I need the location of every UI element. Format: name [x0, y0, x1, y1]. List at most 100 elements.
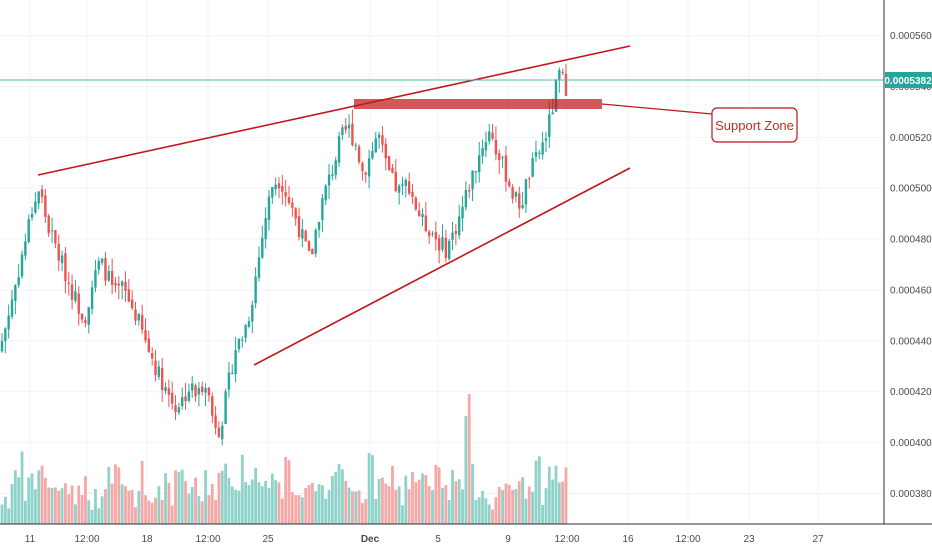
candle-body	[137, 313, 141, 321]
chart-grid	[0, 0, 884, 524]
candle-body	[521, 204, 524, 208]
volume-bar	[167, 482, 171, 524]
volume-bar	[17, 477, 21, 524]
candle-body	[127, 289, 131, 302]
candle-body	[367, 158, 371, 177]
candle-body	[191, 383, 194, 391]
candle-body	[391, 167, 394, 173]
volume-bar	[337, 464, 341, 524]
candle-body	[197, 388, 201, 395]
x-tick-label: 23	[743, 534, 755, 545]
volume-bar	[277, 482, 281, 524]
candle-body	[518, 193, 521, 209]
candle-body	[134, 309, 137, 321]
candle-body	[434, 232, 438, 240]
candle-body	[177, 407, 181, 413]
candle-body	[144, 330, 147, 341]
volume-bar	[64, 483, 67, 524]
candle-body	[564, 73, 568, 96]
candle-body	[84, 320, 87, 324]
candle-body	[544, 138, 548, 141]
candle-body	[254, 276, 257, 304]
candle-body	[558, 70, 561, 80]
candle-body	[147, 338, 151, 352]
candle-body	[301, 229, 304, 239]
candle-body	[331, 174, 334, 177]
volume-bar	[341, 469, 344, 524]
volume-bar	[240, 454, 244, 524]
volume-bar	[394, 489, 398, 524]
candle-body	[361, 162, 364, 172]
candle-body	[287, 197, 291, 203]
volume-bar	[454, 481, 458, 524]
support-zone-callout[interactable]	[711, 107, 798, 143]
candle-body	[327, 174, 331, 186]
volume-bar	[190, 487, 194, 524]
candle-body	[488, 131, 491, 142]
upper-trendline[interactable]	[37, 45, 631, 176]
candle-body	[528, 178, 531, 180]
candle-body	[424, 215, 428, 232]
candle-body	[478, 155, 481, 173]
candle-body	[404, 179, 408, 186]
volume-bar	[447, 499, 451, 524]
volume-bar	[551, 479, 555, 524]
volume-bar	[10, 484, 14, 524]
candle-body	[100, 258, 104, 263]
candle-body	[47, 215, 50, 234]
volume-bar	[507, 484, 511, 524]
support-zone-rect[interactable]	[354, 99, 602, 109]
candle-body	[304, 231, 307, 242]
volume-bar	[260, 486, 264, 524]
volume-bar	[127, 490, 131, 524]
volume-bar	[170, 505, 174, 524]
candle-body	[274, 184, 277, 190]
volume-bar	[257, 482, 261, 524]
lower-trendline[interactable]	[253, 167, 631, 366]
candle-body	[167, 388, 171, 395]
candle-body	[224, 391, 227, 425]
candle-body	[461, 206, 464, 219]
volume-bar	[327, 489, 331, 524]
candle-body	[321, 198, 324, 221]
volume-bar	[290, 492, 294, 524]
volume-bar	[214, 500, 217, 524]
x-tick-label: 27	[812, 534, 824, 545]
y-tick-label: 0.0003800	[890, 489, 932, 500]
candle-body	[247, 321, 251, 327]
volume-bar	[210, 483, 214, 524]
volume-bar	[160, 499, 164, 524]
candle-body	[354, 144, 357, 146]
x-tick-label: 12:00	[675, 534, 700, 545]
candle-body	[414, 197, 418, 210]
candle-body	[394, 171, 397, 192]
candlesticks	[0, 64, 568, 446]
candle-body	[50, 230, 54, 232]
volume-bar	[37, 470, 41, 524]
volume-bar	[307, 484, 311, 524]
volume-bar	[187, 493, 191, 524]
volume-bar	[174, 470, 177, 524]
candle-body	[74, 291, 77, 301]
x-tick-label: 25	[262, 534, 274, 545]
candle-body	[554, 79, 558, 112]
candle-body	[67, 282, 70, 284]
candle-body	[498, 153, 501, 161]
volume-bar	[53, 487, 57, 524]
volume-bar	[401, 505, 404, 524]
candle-body	[14, 284, 17, 301]
volume-bar	[107, 466, 111, 524]
volume-bar	[531, 491, 535, 524]
volume-bar	[13, 470, 17, 524]
volume-bar	[117, 467, 121, 524]
volume-bar	[217, 472, 221, 524]
volume-bar	[357, 490, 361, 524]
candle-body	[357, 146, 361, 163]
volume-bar	[491, 509, 494, 524]
candle-body	[174, 405, 177, 412]
candle-body	[107, 271, 110, 281]
volume-bar	[497, 486, 501, 524]
